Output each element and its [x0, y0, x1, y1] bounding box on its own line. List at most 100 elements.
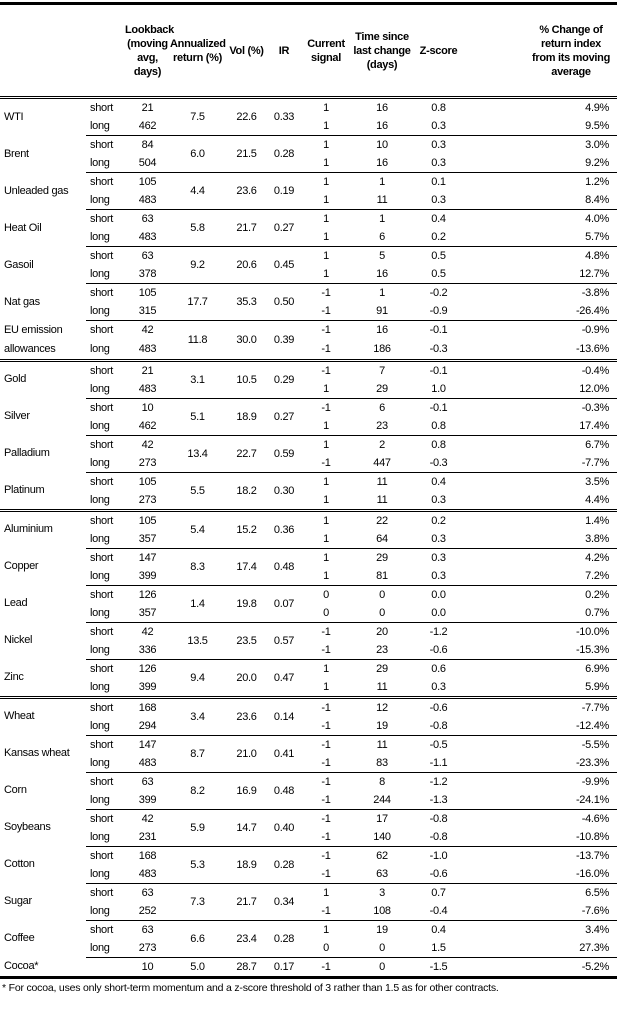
time-since-change: 19 — [376, 719, 388, 732]
annualized-return: 3.1 — [170, 358, 225, 398]
term-label: long — [90, 756, 110, 769]
term-label: short — [86, 172, 125, 191]
pct-change: 27.3% — [579, 941, 609, 954]
zscore: 0.2 — [431, 231, 446, 243]
zscore: -0.1 — [412, 319, 465, 340]
pct-change: -10.0% — [465, 621, 617, 641]
current-signal: -1 — [300, 845, 352, 865]
zscore: 0.3 — [431, 569, 446, 582]
vol: 35.3 — [225, 283, 268, 321]
table-row: long 462 1 16 0.3 9.5% — [0, 117, 617, 136]
pct-change: 6.7% — [465, 434, 617, 454]
zscore: -0.6 — [429, 867, 448, 880]
pct-change: 0.2% — [465, 584, 617, 604]
zscore: -0.3 — [429, 343, 448, 356]
current-signal: 1 — [323, 120, 329, 132]
lookback-days: 294 — [138, 719, 157, 732]
time-since-change: 10 — [352, 135, 412, 154]
term-label: short — [86, 621, 125, 641]
time-since-change: 29 — [352, 658, 412, 678]
contract-name: Cocoa* — [0, 957, 86, 979]
time-since-change: 0 — [379, 941, 385, 954]
current-signal: 0 — [323, 941, 329, 954]
lookback-days: 168 — [125, 695, 170, 717]
vol: 30.0 — [225, 320, 268, 360]
term-label: short — [86, 845, 125, 865]
lookback-days: 147 — [125, 547, 170, 567]
table-row: Corn short 63 8.2 16.9 0.48 -1 8 -1.2 -9.9% — [0, 771, 617, 809]
term-label: long — [90, 569, 110, 582]
lookback-days: 231 — [138, 830, 157, 843]
time-since-change: 29 — [352, 547, 412, 567]
contract-name: Soybeans — [4, 821, 51, 833]
contract-name: Heat Oil — [4, 221, 42, 234]
zscore: 0.8 — [431, 419, 446, 432]
lookback-days: 483 — [138, 194, 157, 206]
pct-change: 6.9% — [465, 658, 617, 678]
lookback-days: 399 — [138, 680, 157, 693]
vol: 20.6 — [225, 246, 268, 284]
vol: 20.0 — [225, 658, 268, 697]
vol: 23.6 — [225, 172, 268, 210]
lookback-days: 462 — [138, 419, 157, 432]
pct-change: 0.7% — [585, 606, 609, 619]
zscore: 0.4 — [412, 471, 465, 491]
term-label: long — [90, 904, 110, 917]
term-label: short — [86, 246, 125, 265]
term-label: long — [90, 382, 110, 395]
lookback-days: 357 — [138, 532, 157, 545]
header-row: Lookback (moving avg, days) Annualized r… — [0, 3, 617, 99]
table-row: Silver short 10 5.1 18.9 0.27 -1 6 -0.1 -0.3% — [0, 397, 617, 435]
zscore: 0.3 — [431, 120, 446, 132]
pct-change: -5.2% — [465, 956, 617, 979]
current-signal: 1 — [300, 508, 352, 530]
lookback-days: 483 — [138, 231, 157, 243]
zscore: -1.2 — [412, 771, 465, 791]
table-row: long 231 -1 140 -0.8 -10.8% — [0, 828, 617, 847]
vol: 23.6 — [225, 695, 268, 735]
table-row: Brent short 84 6.0 21.5 0.28 1 10 0.3 3.0% — [0, 135, 617, 173]
pct-change: -0.3% — [465, 397, 617, 417]
table-row: Nickel short 42 13.5 23.5 0.57 -1 20 -1.2 -10.0% — [0, 621, 617, 659]
lookback-days: 273 — [138, 493, 157, 506]
pct-change: 7.2% — [585, 569, 609, 582]
pct-change: 3.8% — [585, 532, 609, 545]
contract-name: Aluminium — [0, 508, 86, 548]
time-since-change: 83 — [376, 756, 388, 769]
pct-change: 1.2% — [465, 172, 617, 191]
pct-change: 4.8% — [465, 246, 617, 265]
current-signal: -1 — [321, 456, 331, 469]
time-since-change: 29 — [376, 382, 388, 395]
time-since-change: 11 — [376, 493, 388, 506]
lookback-days: 105 — [125, 471, 170, 491]
pct-change: 5.7% — [585, 231, 609, 243]
term-label: short — [86, 434, 125, 454]
zscore: -0.1 — [412, 397, 465, 417]
ir: 0.33 — [273, 111, 295, 123]
zscore: -0.8 — [412, 808, 465, 828]
time-since-change: 11 — [376, 194, 388, 206]
current-signal: 1 — [300, 658, 352, 678]
current-signal: 0 — [300, 584, 352, 604]
zscore: 0.7 — [412, 882, 465, 902]
lookback-days: 63 — [125, 209, 170, 228]
annualized-return: 6.6 — [170, 919, 225, 957]
time-since-change: 11 — [352, 471, 412, 491]
term-label: short — [86, 471, 125, 491]
annualized-return: 17.7 — [170, 283, 225, 321]
current-signal: 1 — [300, 434, 352, 454]
table-row: long 483 1 6 0.2 5.7% — [0, 228, 617, 247]
term-label: short — [86, 584, 125, 604]
table-row: Kansas wheat short 147 8.7 21.0 0.41 -1 11 -0.5-… — [0, 734, 617, 772]
current-signal: -1 — [321, 643, 331, 656]
current-signal: -1 — [321, 904, 331, 917]
lookback-days: 462 — [138, 120, 157, 132]
pct-change: 17.4% — [579, 419, 609, 432]
pct-change: 12.7% — [579, 268, 609, 280]
ir: 0.50 — [268, 283, 300, 321]
table-row: long 378 1 16 0.5 12.7% — [0, 265, 617, 284]
zscore: 0.3 — [431, 680, 446, 693]
term-label: short — [90, 102, 113, 114]
current-signal: -1 — [300, 283, 352, 302]
